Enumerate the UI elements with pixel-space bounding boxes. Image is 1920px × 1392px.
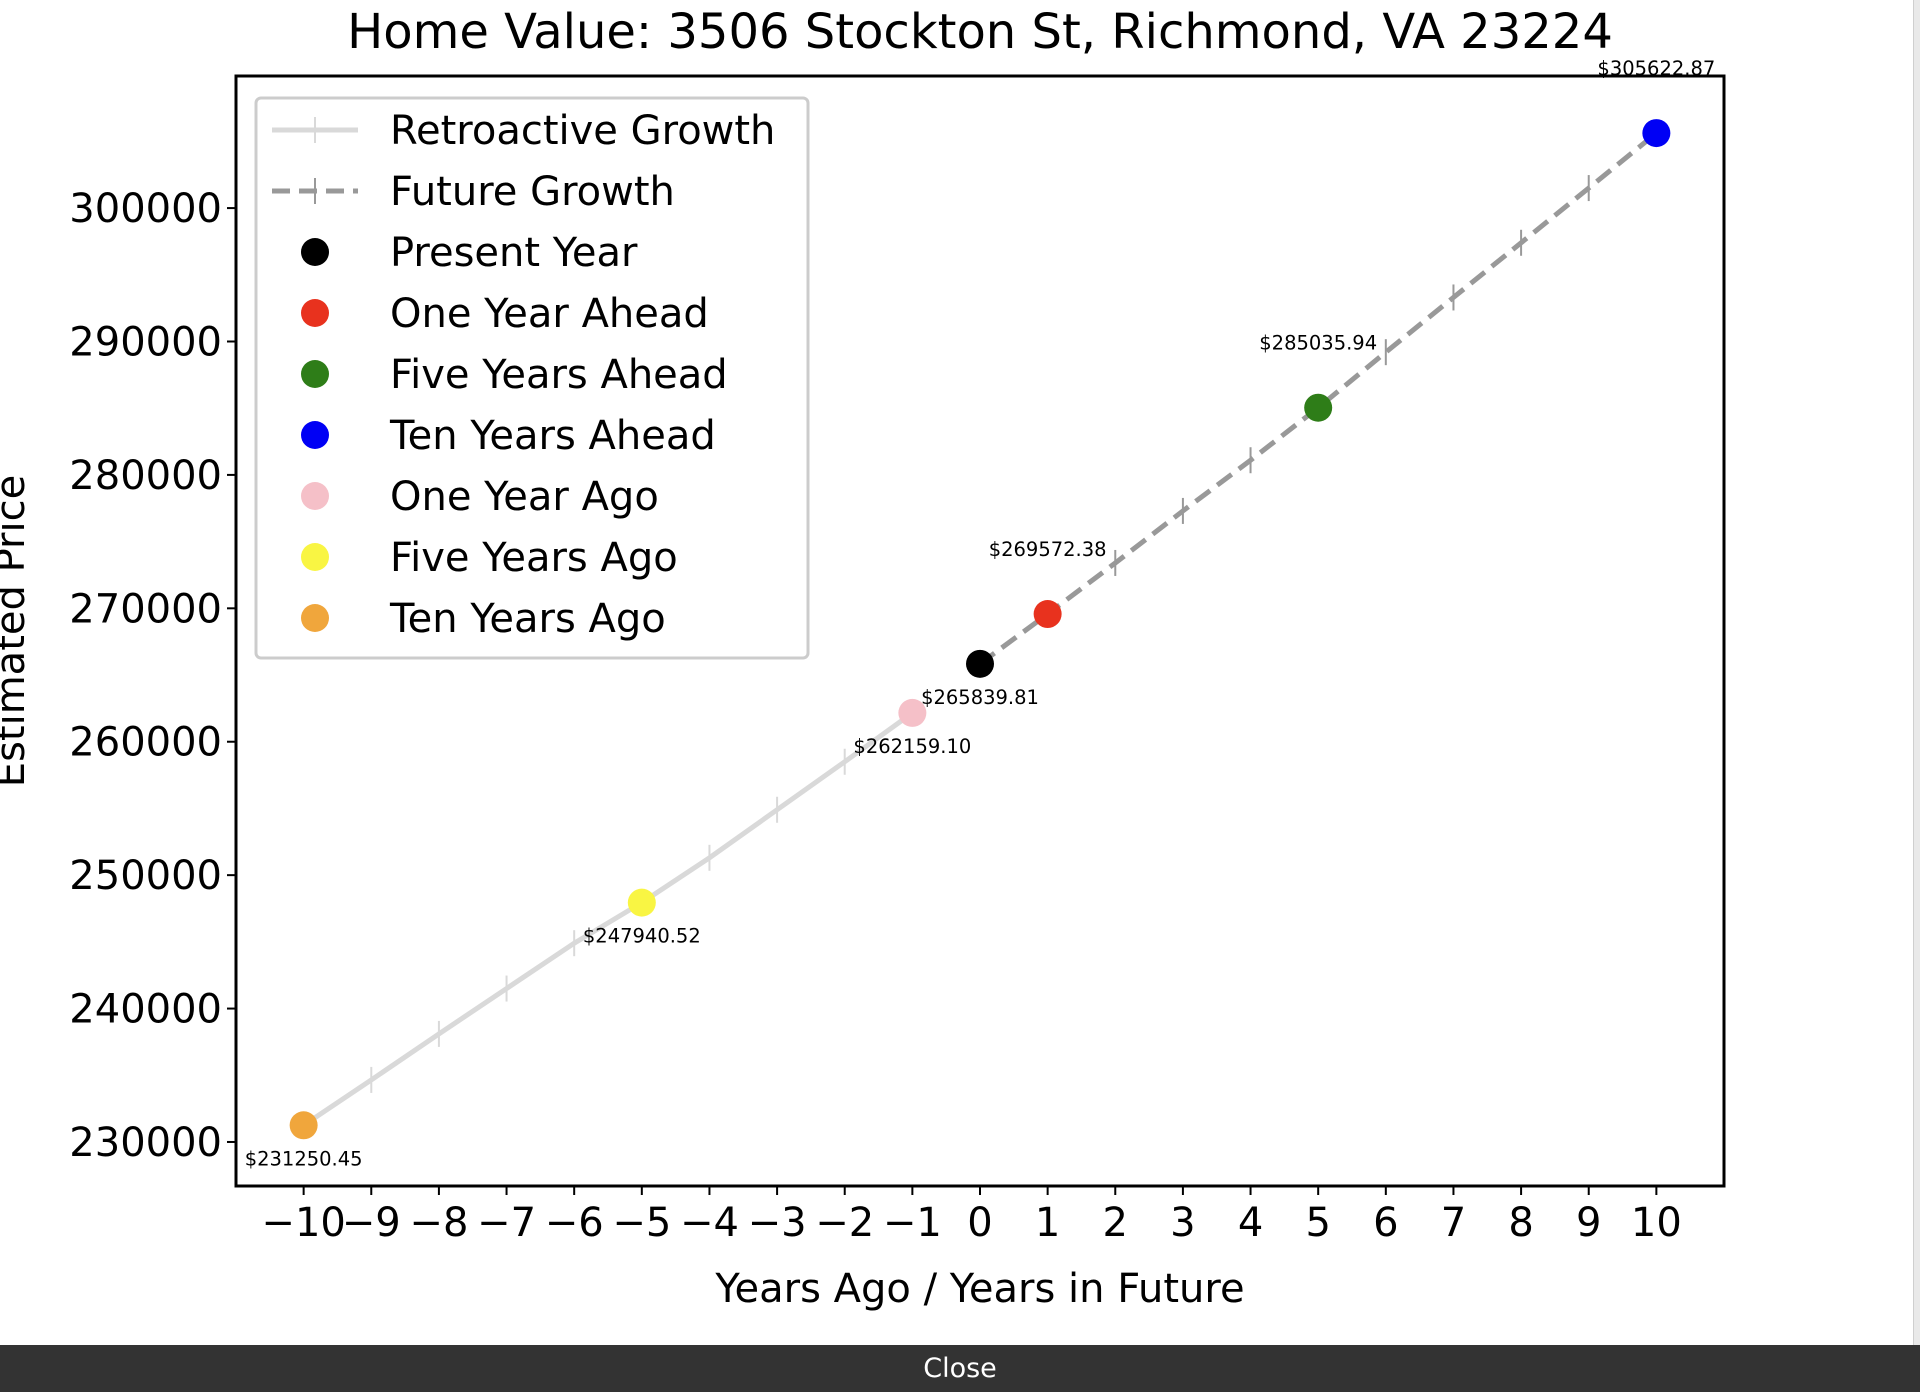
data-point-0 xyxy=(966,649,994,678)
x-tick-label: 5 xyxy=(1305,1200,1330,1246)
data-point-1 xyxy=(1033,600,1062,629)
legend-label: One Year Ago xyxy=(390,474,659,520)
x-axis-label: Years Ago / Years in Future xyxy=(714,1266,1244,1312)
data-point-3 xyxy=(1642,119,1671,148)
legend-swatch-dot xyxy=(301,421,329,449)
y-tick-label: 260000 xyxy=(69,720,222,766)
x-tick-label: 9 xyxy=(1576,1200,1601,1246)
data-point-4 xyxy=(898,698,927,727)
legend-label: Five Years Ago xyxy=(390,535,678,581)
x-tick-label: −6 xyxy=(545,1200,604,1246)
legend-swatch-dot xyxy=(301,299,329,327)
x-tick-label: −3 xyxy=(748,1200,807,1246)
legend-swatch-dot xyxy=(301,482,329,510)
x-tick-label: −4 xyxy=(680,1200,739,1246)
data-label-3: $305622.87 xyxy=(1597,57,1715,80)
plot-frame xyxy=(234,74,1726,1188)
x-tick-label: −10 xyxy=(261,1200,345,1246)
x-tick-label: 4 xyxy=(1238,1200,1263,1246)
data-label-1: $269572.38 xyxy=(989,538,1107,561)
series-line-1 xyxy=(978,131,1658,666)
y-tick-label: 300000 xyxy=(69,186,222,232)
legend-swatch-dot xyxy=(301,238,329,266)
x-tick-label: −8 xyxy=(409,1200,468,1246)
y-tick-label: 250000 xyxy=(69,853,222,899)
legend-label: Future Growth xyxy=(390,169,675,215)
legend-swatch-dot xyxy=(301,360,329,388)
data-point-6 xyxy=(289,1111,318,1140)
series-line-0 xyxy=(302,710,914,1128)
legend-label: Ten Years Ahead xyxy=(389,413,716,459)
y-tick-label: 240000 xyxy=(69,987,222,1033)
data-label-2: $285035.94 xyxy=(1259,332,1377,355)
y-axis-label: Estimated Price xyxy=(0,475,34,787)
x-tick-label: 0 xyxy=(967,1200,992,1246)
data-point-5 xyxy=(627,888,656,917)
y-tick-label: 230000 xyxy=(69,1120,222,1166)
legend-swatch-dot xyxy=(301,543,329,571)
x-tick-label: 6 xyxy=(1373,1200,1398,1246)
data-label-6: $231250.45 xyxy=(245,1147,363,1170)
y-tick-label: 290000 xyxy=(69,319,222,365)
x-tick-label: −5 xyxy=(612,1200,671,1246)
x-tick-label: 10 xyxy=(1631,1200,1682,1246)
data-label-5: $247940.52 xyxy=(583,925,701,948)
data-label-4: $262159.10 xyxy=(853,735,971,758)
x-tick-label: 7 xyxy=(1441,1200,1466,1246)
legend-label: Ten Years Ago xyxy=(389,596,666,642)
legend-label: One Year Ahead xyxy=(390,291,709,337)
legend-label: Present Year xyxy=(390,230,638,276)
legend-swatch-dot xyxy=(301,604,329,632)
window-edge xyxy=(1913,0,1920,1345)
x-tick-label: 3 xyxy=(1170,1200,1195,1246)
y-tick-label: 280000 xyxy=(69,453,222,499)
legend-label: Five Years Ahead xyxy=(390,352,728,398)
x-tick-label: 1 xyxy=(1035,1200,1060,1246)
data-point-2 xyxy=(1304,393,1333,422)
x-tick-label: −7 xyxy=(477,1200,536,1246)
close-button[interactable]: Close xyxy=(0,1345,1920,1392)
x-tick-label: 8 xyxy=(1508,1200,1533,1246)
home-value-chart: Home Value: 3506 Stockton St, Richmond, … xyxy=(0,4,1726,1312)
x-tick-label: −1 xyxy=(883,1200,942,1246)
chart-title: Home Value: 3506 Stockton St, Richmond, … xyxy=(347,4,1613,60)
legend-label: Retroactive Growth xyxy=(390,108,775,154)
x-tick-label: 2 xyxy=(1103,1200,1128,1246)
data-label-0: $265839.81 xyxy=(921,686,1039,709)
x-tick-label: −2 xyxy=(815,1200,874,1246)
legend-box xyxy=(254,96,810,660)
x-tick-label: −9 xyxy=(342,1200,401,1246)
y-tick-label: 270000 xyxy=(69,586,222,632)
